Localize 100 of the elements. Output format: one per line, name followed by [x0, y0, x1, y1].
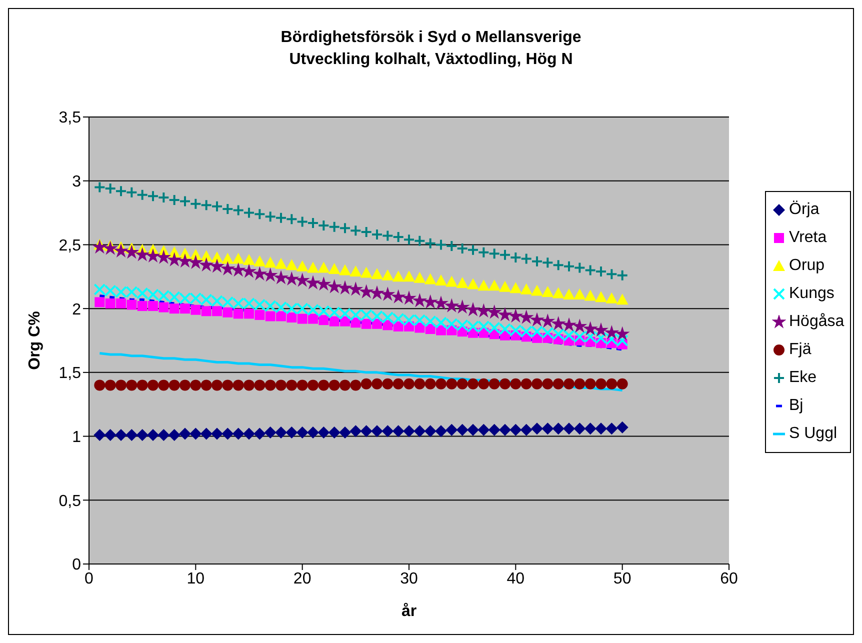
point: [456, 242, 468, 255]
point: [424, 378, 436, 390]
point: [520, 424, 532, 436]
point: [254, 428, 266, 440]
legend-label: S Uggl: [789, 425, 838, 443]
point: [180, 380, 190, 391]
point: [318, 380, 330, 391]
point: [552, 287, 564, 298]
point: [328, 426, 340, 438]
point: [435, 274, 447, 286]
point: [531, 284, 543, 296]
point: [371, 425, 383, 438]
point: [350, 425, 362, 438]
point: [404, 378, 414, 390]
point: [296, 380, 308, 391]
point: [147, 190, 159, 202]
point: [115, 429, 127, 442]
point: [509, 309, 522, 322]
point: [403, 234, 415, 246]
point: [296, 426, 308, 438]
point: [211, 200, 223, 212]
point: [371, 268, 383, 280]
point: [606, 292, 618, 304]
point: [254, 310, 265, 320]
point: [436, 378, 446, 390]
point: [296, 260, 308, 272]
point: [424, 273, 436, 284]
point: [116, 298, 126, 308]
point: [372, 378, 382, 390]
point: [574, 288, 586, 300]
point: [552, 422, 564, 435]
point: [499, 248, 511, 261]
legend-label: Orup: [789, 257, 825, 275]
point: [532, 378, 542, 390]
legend-label: Eke: [789, 369, 817, 387]
y-tick-label: 1,5: [58, 365, 82, 382]
point: [531, 422, 543, 435]
point: [435, 238, 447, 251]
point: [189, 256, 202, 268]
legend-label: Högåsa: [789, 313, 844, 331]
x-tick-label: 10: [186, 570, 205, 588]
legend-label: Örja: [789, 201, 820, 219]
point: [232, 263, 245, 276]
point: [317, 277, 330, 290]
point: [190, 198, 202, 210]
point: [286, 259, 298, 270]
x-axis-title: år: [401, 602, 417, 620]
point: [488, 424, 500, 436]
point: [264, 256, 276, 268]
point: [178, 254, 192, 267]
point: [616, 294, 628, 305]
point: [264, 426, 276, 438]
point: [392, 378, 404, 390]
point: [616, 269, 628, 282]
point: [285, 272, 298, 285]
point: [264, 380, 276, 391]
point: [541, 314, 554, 327]
point: [382, 378, 394, 390]
point: [328, 262, 340, 274]
point: [158, 380, 170, 391]
point: [606, 422, 618, 435]
chart-title: Bördighetsförsök i Syd o Mellansverige: [280, 28, 582, 48]
point: [243, 254, 255, 266]
x-tick-label: 50: [613, 570, 632, 588]
point: [413, 294, 426, 307]
point: [350, 224, 362, 237]
point: [94, 380, 106, 391]
point: [286, 380, 298, 391]
point: [488, 306, 501, 318]
y-tick-label: 2,5: [58, 237, 82, 254]
point: [232, 428, 244, 440]
point: [498, 308, 512, 321]
point: [510, 378, 522, 390]
point: [157, 250, 170, 264]
point: [500, 378, 510, 390]
point: [126, 186, 138, 198]
point: [296, 216, 308, 228]
point: [329, 316, 340, 326]
point: [445, 299, 458, 312]
point: [115, 185, 127, 198]
point: [595, 422, 607, 435]
point: [340, 380, 350, 391]
point: [446, 424, 458, 436]
point: [276, 380, 286, 391]
point: [307, 217, 319, 230]
point: [212, 306, 222, 316]
point: [104, 242, 117, 254]
point: [466, 302, 480, 316]
point: [403, 270, 415, 282]
point: [168, 253, 181, 266]
point: [232, 252, 244, 264]
point: [499, 280, 511, 292]
point: [338, 281, 352, 294]
point: [168, 429, 180, 442]
y-tick-label: 3: [72, 174, 82, 191]
point: [286, 312, 297, 323]
point: [126, 300, 137, 310]
point: [446, 276, 458, 287]
point: [339, 264, 351, 276]
point: [361, 318, 372, 329]
